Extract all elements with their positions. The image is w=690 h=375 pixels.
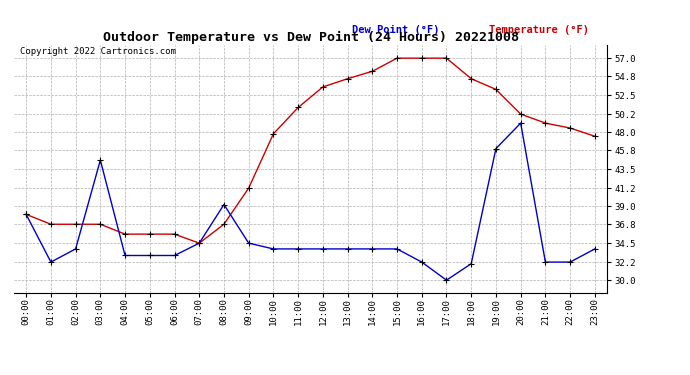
Title: Outdoor Temperature vs Dew Point (24 Hours) 20221008: Outdoor Temperature vs Dew Point (24 Hou… [103, 31, 518, 44]
Text: Dew Point (°F): Dew Point (°F) [352, 25, 440, 35]
Text: Copyright 2022 Cartronics.com: Copyright 2022 Cartronics.com [20, 48, 176, 57]
Text: Temperature (°F): Temperature (°F) [489, 25, 589, 35]
